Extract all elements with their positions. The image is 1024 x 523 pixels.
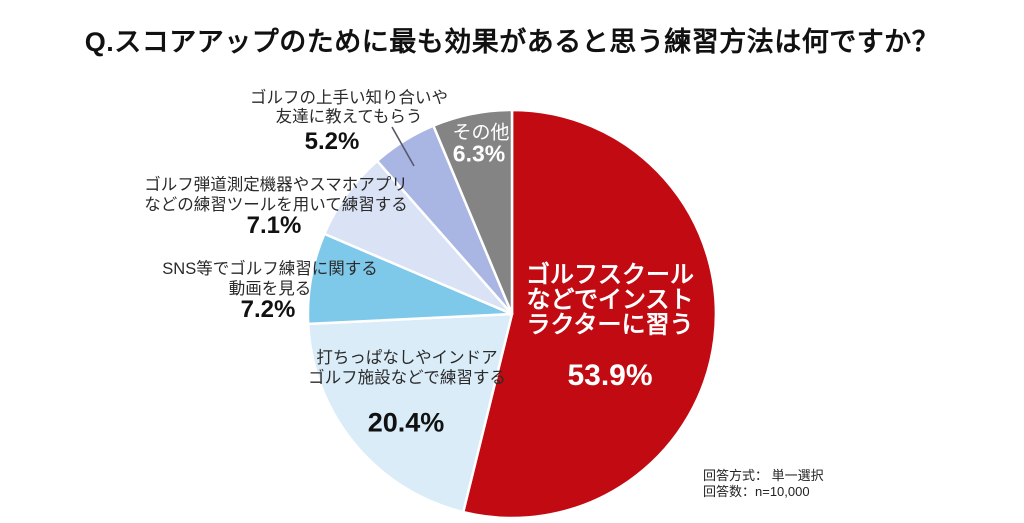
label-sns-line2: 動画を見る xyxy=(228,280,312,298)
label-school-line3: ラクターに習う xyxy=(526,311,694,339)
footer-method: 回答方式： 単一選択 xyxy=(703,468,824,483)
label-friends-line2: 友達に教えてもらう xyxy=(275,108,423,126)
label-other-name: その他 xyxy=(452,122,510,144)
pie-slice-1 xyxy=(306,312,514,514)
label-tools-line2: などの練習ツールを用いて練習する xyxy=(144,196,408,214)
leader-line-friends xyxy=(391,126,415,167)
label-friends-pct: 5.2% xyxy=(304,128,360,155)
footer-count: 回答数：n=10,000 xyxy=(703,483,810,499)
pie-slices-group xyxy=(306,108,718,520)
label-school-line2: などでインスト xyxy=(526,286,694,314)
label-friends-line1: ゴルフの上手い知り合いや xyxy=(250,89,448,107)
footer-notes: 回答方式： 単一選択 回答数：n=10,000 xyxy=(703,468,824,499)
label-school-pct: 53.9% xyxy=(567,359,653,392)
label-range-line2: ゴルフ施設などで練習する xyxy=(308,369,506,387)
label-sns-pct: 7.2% xyxy=(240,296,296,323)
label-range-line1: 打ちっぱなしやインドア xyxy=(316,349,498,367)
label-range-pct: 20.4% xyxy=(367,407,445,438)
label-other-pct: 6.3% xyxy=(452,140,506,167)
label-school-line1: ゴルフスクール xyxy=(526,261,694,289)
label-tools-pct: 7.1% xyxy=(246,212,302,239)
label-sns-line1: SNS等でゴルフ練習に関する xyxy=(162,260,378,278)
chart-title: Q.スコアアップのために最も効果があると思う練習方法は何ですか？ xyxy=(84,27,940,57)
pie-slice-5 xyxy=(432,108,514,316)
pie-slice-0 xyxy=(461,108,718,520)
label-tools-line1: ゴルフ弾道測定機器やスマホアプリ xyxy=(144,176,408,194)
